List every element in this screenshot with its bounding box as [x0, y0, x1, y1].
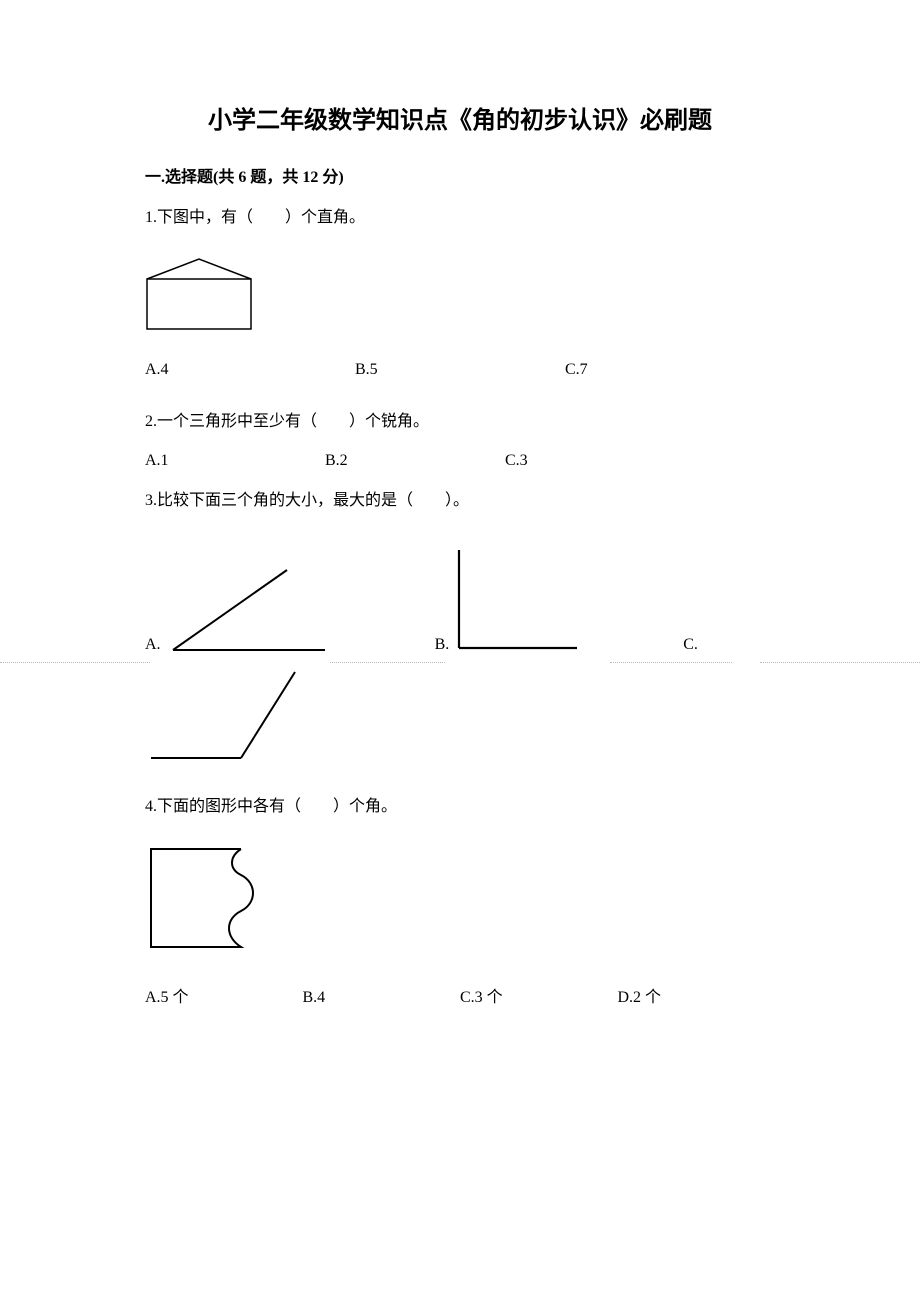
q2-option-a: A.1 — [145, 452, 325, 470]
q4-options: A.5 个 B.4 C.3 个 D.2 个 — [145, 983, 775, 1007]
obtuse-angle-icon — [145, 664, 305, 764]
q4-option-c: C.3 个 — [460, 983, 618, 1007]
page: 小学二年级数学知识点《角的初步认识》必刷题 一.选择题(共 6 题，共 12 分… — [0, 0, 920, 1097]
q4-text: 4.下面的图形中各有（ ）个角。 — [145, 794, 775, 820]
q3-options-row1: A. B. C. — [145, 544, 775, 654]
q1-options: A.4 B.5 C.7 — [145, 361, 775, 379]
q1-figure — [145, 255, 775, 331]
q1-text: 1.下图中，有（ ）个直角。 — [145, 205, 775, 231]
q4-option-d: D.2 个 — [618, 983, 776, 1007]
acute-angle-icon — [165, 564, 335, 654]
q3-option-b-label: B. — [435, 636, 450, 654]
right-angle-icon — [453, 544, 583, 654]
q3-option-c-label: C. — [683, 636, 698, 654]
q1-option-a: A.4 — [145, 361, 355, 379]
q1-option-b: B.5 — [355, 361, 565, 379]
section-heading: 一.选择题(共 6 题，共 12 分) — [145, 163, 775, 187]
page-title: 小学二年级数学知识点《角的初步认识》必刷题 — [145, 100, 775, 135]
q3-option-c-figure — [145, 664, 775, 764]
q1-option-c: C.7 — [565, 361, 775, 379]
q4-figure — [145, 843, 775, 953]
house-shape-icon — [145, 255, 253, 331]
q2-option-c: C.3 — [505, 452, 685, 470]
q2-options: A.1 B.2 C.3 — [145, 452, 775, 470]
q3-text: 3.比较下面三个角的大小，最大的是（ ）。 — [145, 488, 775, 514]
wavy-square-icon — [145, 843, 265, 953]
q4-option-a: A.5 个 — [145, 983, 303, 1007]
q2-text: 2.一个三角形中至少有（ ）个锐角。 — [145, 409, 775, 435]
q2-option-b: B.2 — [325, 452, 505, 470]
q3-option-a-label: A. — [145, 636, 161, 654]
q4-option-b: B.4 — [303, 989, 461, 1007]
